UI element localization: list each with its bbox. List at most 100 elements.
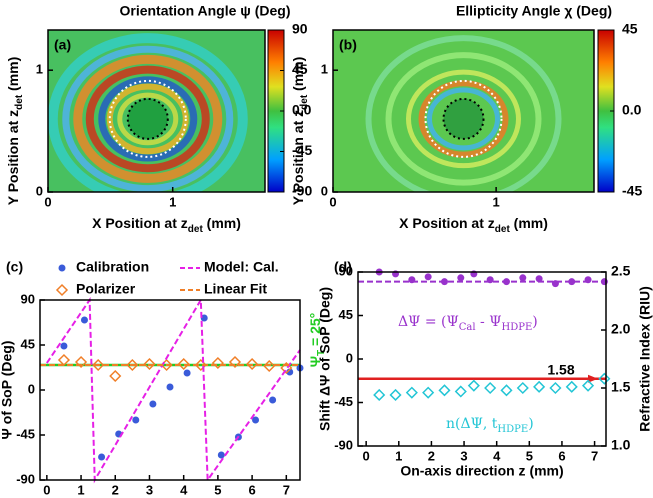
field-ring [418,80,509,158]
field-core [127,98,168,139]
y2-tick-label: 2.0 [611,321,631,337]
x-axis-label-part: X Position at z [399,215,495,231]
x-tick-label: 5 [214,482,221,497]
data-point [454,385,467,398]
x-tick-label: 7 [283,482,290,497]
y-tick-label: 45 [21,336,35,351]
data-point [149,400,157,408]
data-point [132,416,140,424]
field-ring [117,92,179,146]
field-ring [427,87,500,151]
x-tick-label: 2 [112,482,119,497]
x-axis-label-part: (mm) [510,215,548,231]
series-label-part: ) [532,314,537,330]
field-core [443,98,484,139]
y2-tick-label: 1.0 [611,437,631,453]
data-point [228,355,242,369]
data-point [581,379,595,392]
x-tick-label: 0 [43,482,50,497]
data-point [252,416,260,424]
reference-arrow [588,374,598,383]
x-tick-label: 0 [44,194,51,209]
x-axis-label-part: X Position at z [92,215,188,231]
y-axis-label-sub: det [299,94,310,110]
data-point [280,361,293,375]
series-label: n(ΔΨ, tHDPE) [446,416,534,435]
field-ring [73,54,223,183]
x-tick-label: 0 [329,194,336,209]
colorbar-tick-label: -45 [622,183,642,199]
reference-label-sub: T [316,350,327,356]
boundary-inner [126,97,169,140]
data-point [60,342,68,350]
y-tick-label: 1 [36,62,43,77]
series-label-part: - Ψ [476,314,502,330]
data-point [424,273,432,281]
y-tick-label: 1 [321,62,328,77]
series-label: ΔΨ = (ΨCal - ΨHDPE) [398,314,538,333]
series-label-sub: Cal [459,322,476,333]
data-point [57,353,71,367]
data-point [516,381,529,395]
data-point [438,384,451,397]
panel-label: (d) [334,259,352,275]
y-axis-label: Shift ΔΨ of SoP (Deg) [317,287,333,431]
legend-label: Model: Cal. [204,259,279,275]
x-axis-label-sub: det [495,224,511,235]
data-point [80,316,88,324]
x-tick-label: 6 [558,448,565,463]
field-image [333,30,594,192]
y-tick-label: -90 [334,437,353,452]
y-tick-label: -90 [16,471,35,486]
series-label-part: ) [528,416,533,432]
x-axis-label: On-axis direction z (mm) [88,497,251,498]
boundary-inner [442,97,485,140]
data-point [269,396,277,404]
data-point [467,379,480,392]
x-tick-label: 1 [169,194,176,209]
series-label-sub: HDPE [497,424,528,435]
field-ring [85,65,210,173]
x-axis-label: On-axis direction z (mm) [400,463,563,479]
panel-label: (b) [339,37,357,53]
field-ring [48,33,248,192]
y-axis-label-part: (mm) [5,57,21,95]
data-point [484,381,497,395]
y-tick-label: -45 [334,394,353,409]
x-tick-label: 1 [77,482,84,497]
y-axis-label: Y Position at zdet (mm) [5,57,25,206]
y2-tick-label: 2.5 [611,263,631,279]
chart-title: Orientation Angle ψ (Deg) [119,3,290,19]
y-tick-label: 90 [339,263,353,278]
field-image [48,30,265,192]
legend-label: Polarizer [76,281,136,297]
field-ring [365,35,562,192]
data-point [143,357,156,371]
data-point [200,314,208,322]
x-axis-label-part: (mm) [203,215,241,231]
data-point [109,369,122,383]
legend-label: Linear Fit [204,281,267,297]
data-point [183,369,191,377]
y-tick-label: 0 [321,183,328,198]
y-tick-label: -45 [16,426,35,441]
data-point [389,388,402,402]
data-point [535,275,543,283]
series-label-part: n(ΔΨ, t [446,416,498,432]
panel-label: (a) [54,37,71,53]
data-point [519,274,527,282]
y-tick-label: 0 [28,381,35,396]
data-point [405,386,418,399]
data-point [177,357,190,371]
x-tick-label: 4 [180,482,188,497]
data-point [217,451,225,459]
x-tick-label: 1 [395,448,402,463]
colorbar-tick-label: 45 [622,21,638,37]
data-point [500,384,513,397]
field-ring [62,45,234,192]
data-point [568,278,576,286]
y-tick-label: 45 [339,307,353,322]
y-axis-label-sub: det [14,94,25,110]
data-point [373,388,386,402]
